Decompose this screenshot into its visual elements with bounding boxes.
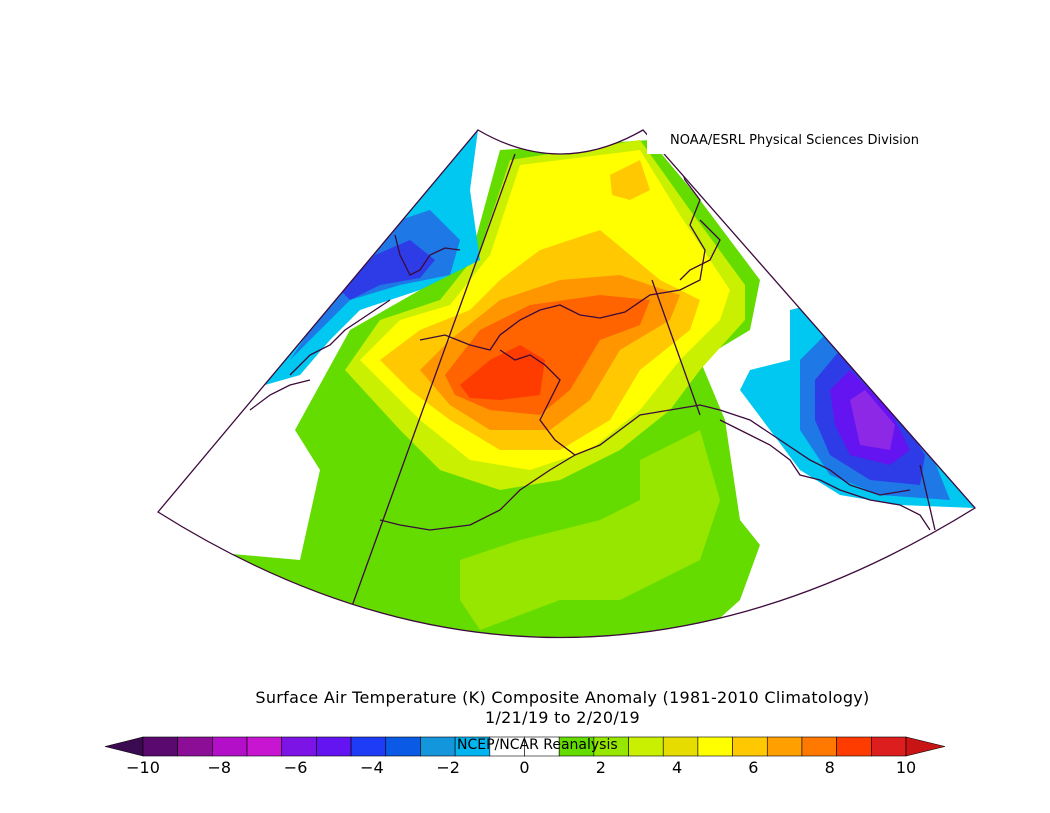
- legend-tick-label: 2: [595, 758, 606, 777]
- map-title: Surface Air Temperature (K) Composite An…: [255, 688, 870, 707]
- credit-label: NOAA/ESRL Physical Sciences Division: [670, 133, 919, 148]
- legend-tick-label: −6: [283, 758, 308, 777]
- legend-tick-label: −2: [436, 758, 460, 777]
- legend-cell: [281, 736, 317, 757]
- anomaly-region-light-green: [460, 430, 720, 630]
- legend-high-arrow: [905, 736, 946, 757]
- legend-tick-label: 8: [824, 758, 835, 777]
- credit-background: [647, 126, 967, 154]
- legend-cell: [662, 736, 699, 757]
- anomaly-map: [157, 126, 976, 639]
- legend-cell: [801, 736, 837, 757]
- legend-cell: [385, 736, 421, 757]
- legend-cell: [350, 736, 387, 757]
- legend-cell: [142, 736, 178, 757]
- legend-tick-label: 4: [672, 758, 683, 777]
- legend-cell: [871, 736, 907, 757]
- legend-tick-label: 10: [895, 758, 917, 777]
- anomaly-region-red-orange: [460, 345, 545, 400]
- legend-cell: [420, 736, 456, 757]
- legend-cell: [316, 736, 352, 757]
- date-range: 1/21/19 to 2/20/19: [485, 708, 640, 727]
- anomaly-region-gold-north: [610, 160, 650, 200]
- anomaly-region-purple-east: [850, 390, 895, 450]
- meridian-lines: [346, 153, 936, 621]
- coastlines: [249, 164, 931, 531]
- map-frame: [157, 129, 976, 639]
- legend-cell: [766, 736, 803, 757]
- legend-tick-label: −10: [126, 758, 160, 777]
- legend-tick-label: 6: [748, 758, 759, 777]
- legend-cell: [246, 736, 283, 757]
- legend-cell: [836, 736, 872, 757]
- legend-cell: [697, 736, 733, 757]
- legend-low-arrow: [104, 736, 144, 757]
- legend-cell: [212, 736, 248, 757]
- legend-cell: [177, 736, 213, 757]
- legend-cell: [732, 736, 768, 757]
- legend-cell: [628, 736, 664, 757]
- anomaly-region-dark-blue-west: [340, 240, 435, 300]
- legend-tick-label: 0: [519, 758, 530, 777]
- data-source-label: NCEP/NCAR Reanalysis: [457, 737, 618, 753]
- legend-tick-label: −4: [360, 758, 384, 777]
- legend-tick-label: −8: [207, 758, 232, 777]
